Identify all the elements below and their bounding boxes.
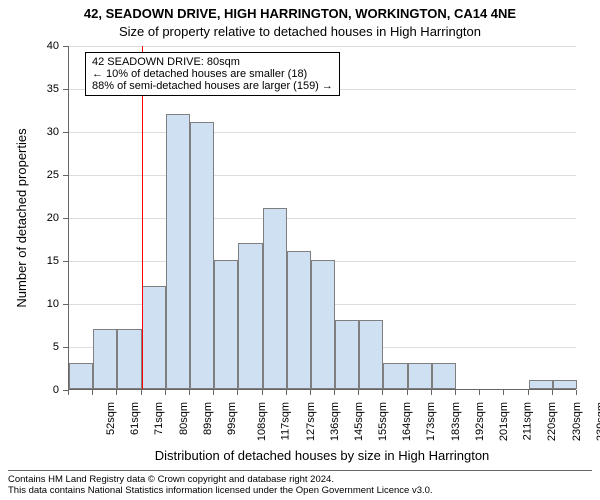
histogram-bar xyxy=(408,363,432,389)
x-tick-mark xyxy=(334,390,335,395)
x-axis-label: Distribution of detached houses by size … xyxy=(68,448,576,463)
y-tick-label: 15 xyxy=(0,255,59,267)
x-tick-label: 173sqm xyxy=(426,402,438,441)
x-tick-label: 183sqm xyxy=(450,402,462,441)
x-tick-mark xyxy=(576,390,577,395)
y-tick-label: 35 xyxy=(0,83,59,95)
histogram-bar xyxy=(166,114,190,389)
x-tick-label: 117sqm xyxy=(280,402,292,440)
histogram-bar xyxy=(335,320,359,389)
x-tick-mark xyxy=(237,390,238,395)
histogram-bar xyxy=(238,243,262,389)
x-tick-mark xyxy=(262,390,263,395)
chart-title-line2: Size of property relative to detached ho… xyxy=(0,24,600,39)
grid-line xyxy=(69,175,576,176)
x-tick-mark xyxy=(479,390,480,395)
x-tick-mark xyxy=(141,390,142,395)
x-tick-mark xyxy=(382,390,383,395)
y-tick-label: 5 xyxy=(0,341,59,353)
histogram-bar xyxy=(553,380,577,389)
y-tick-label: 20 xyxy=(0,212,59,224)
plot-area: 42 SEADOWN DRIVE: 80sqm← 10% of detached… xyxy=(68,46,576,390)
histogram-bar xyxy=(117,329,141,389)
x-tick-mark xyxy=(286,390,287,395)
histogram-bar xyxy=(311,260,335,389)
histogram-bar xyxy=(69,363,93,389)
x-tick-label: 211sqm xyxy=(522,402,534,440)
annotation-line: 88% of semi-detached houses are larger (… xyxy=(92,80,333,92)
y-tick-mark xyxy=(63,175,68,176)
x-tick-label: 52sqm xyxy=(105,402,117,435)
chart-container: 42, SEADOWN DRIVE, HIGH HARRINGTON, WORK… xyxy=(0,0,600,500)
x-tick-label: 80sqm xyxy=(178,402,190,435)
x-tick-label: 164sqm xyxy=(401,402,413,441)
x-tick-label: 71sqm xyxy=(153,402,165,435)
x-tick-label: 89sqm xyxy=(202,402,214,435)
annotation-line: ← 10% of detached houses are smaller (18… xyxy=(92,68,333,80)
y-tick-mark xyxy=(63,89,68,90)
x-tick-mark xyxy=(165,390,166,395)
histogram-bar xyxy=(287,251,311,389)
x-tick-mark xyxy=(310,390,311,395)
x-tick-mark xyxy=(407,390,408,395)
x-tick-mark xyxy=(189,390,190,395)
footer-line: This data contains National Statistics i… xyxy=(8,485,592,496)
annotation-line: 42 SEADOWN DRIVE: 80sqm xyxy=(92,56,333,68)
histogram-bar xyxy=(142,286,166,389)
y-tick-mark xyxy=(63,218,68,219)
grid-line xyxy=(69,132,576,133)
histogram-bar xyxy=(432,363,456,389)
y-tick-label: 10 xyxy=(0,298,59,310)
x-tick-mark xyxy=(503,390,504,395)
y-tick-mark xyxy=(63,347,68,348)
x-tick-label: 136sqm xyxy=(329,402,341,441)
grid-line xyxy=(69,46,576,47)
histogram-bar xyxy=(359,320,383,389)
x-tick-label: 201sqm xyxy=(498,402,510,441)
chart-title-line1: 42, SEADOWN DRIVE, HIGH HARRINGTON, WORK… xyxy=(0,6,600,21)
x-tick-mark xyxy=(68,390,69,395)
y-tick-mark xyxy=(63,261,68,262)
x-tick-mark xyxy=(213,390,214,395)
y-tick-mark xyxy=(63,132,68,133)
x-tick-label: 108sqm xyxy=(256,402,268,441)
marker-line xyxy=(142,46,143,389)
histogram-bar xyxy=(93,329,117,389)
x-tick-label: 61sqm xyxy=(129,402,141,435)
histogram-bar xyxy=(190,122,214,389)
x-tick-mark xyxy=(455,390,456,395)
footer-line: Contains HM Land Registry data © Crown c… xyxy=(8,474,592,485)
x-tick-label: 239sqm xyxy=(595,402,600,441)
y-tick-label: 0 xyxy=(0,384,59,396)
histogram-bar xyxy=(263,208,287,389)
grid-line xyxy=(69,218,576,219)
x-tick-mark xyxy=(116,390,117,395)
x-tick-label: 145sqm xyxy=(353,402,365,441)
x-tick-label: 99sqm xyxy=(226,402,238,435)
y-tick-mark xyxy=(63,304,68,305)
annotation-box: 42 SEADOWN DRIVE: 80sqm← 10% of detached… xyxy=(85,52,340,96)
y-tick-mark xyxy=(63,46,68,47)
x-tick-label: 192sqm xyxy=(474,402,486,441)
x-tick-mark xyxy=(358,390,359,395)
histogram-bar xyxy=(529,380,553,389)
y-tick-label: 40 xyxy=(0,40,59,52)
x-tick-label: 127sqm xyxy=(305,402,317,441)
x-tick-label: 155sqm xyxy=(377,402,389,441)
x-tick-label: 230sqm xyxy=(571,402,583,441)
y-tick-label: 25 xyxy=(0,169,59,181)
histogram-bar xyxy=(214,260,238,389)
x-tick-mark xyxy=(92,390,93,395)
x-tick-label: 220sqm xyxy=(547,402,559,441)
histogram-bar xyxy=(383,363,407,389)
x-tick-mark xyxy=(552,390,553,395)
x-tick-mark xyxy=(431,390,432,395)
y-tick-label: 30 xyxy=(0,126,59,138)
x-tick-mark xyxy=(528,390,529,395)
footer: Contains HM Land Registry data © Crown c… xyxy=(8,470,592,496)
